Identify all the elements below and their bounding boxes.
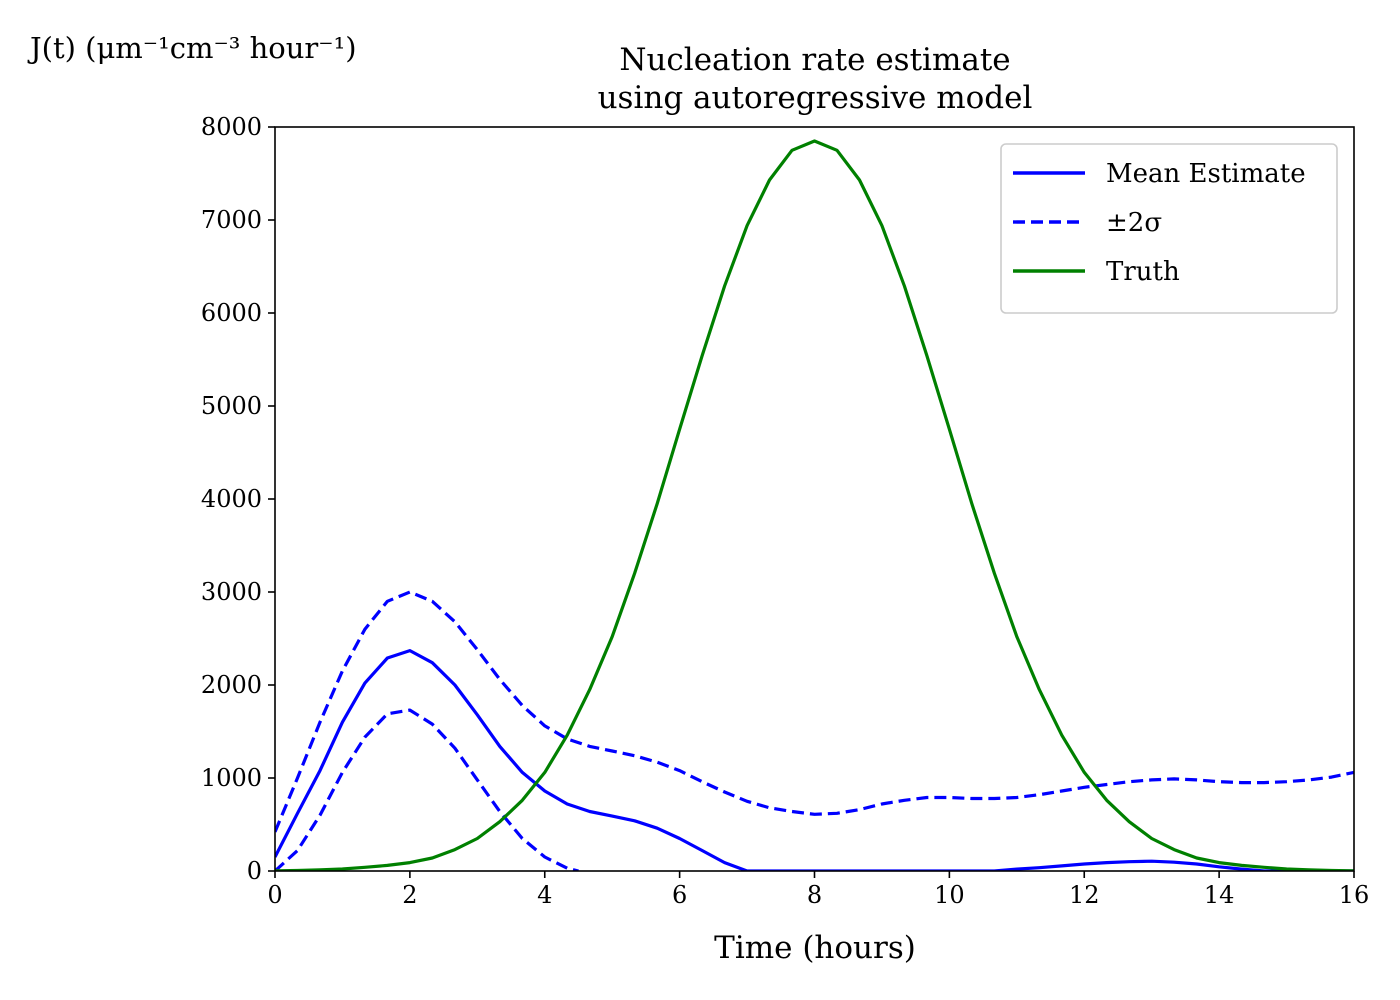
x-axis-label: Time (hours) — [714, 930, 916, 966]
legend-label: Truth — [1106, 257, 1180, 287]
x-tick-label: 8 — [807, 881, 822, 909]
chart-title-line-1: Nucleation rate estimate — [619, 42, 1010, 78]
x-tick-label: 14 — [1204, 881, 1235, 909]
x-tick-label: 12 — [1069, 881, 1100, 909]
y-tick-label: 4000 — [201, 485, 262, 513]
chart-marks — [275, 139, 1354, 871]
x-tick-label: 6 — [672, 881, 687, 909]
y-tick-label: 8000 — [201, 113, 262, 141]
series-line-lower-band-2 — [275, 708, 579, 871]
y-tick-label: 5000 — [201, 392, 262, 420]
series-line-mean-estimate-0 — [275, 648, 1354, 871]
y-tick-label: 2000 — [201, 671, 262, 699]
legend-label: Mean Estimate — [1106, 159, 1306, 189]
series-line-truth-3 — [275, 139, 1354, 871]
legend: Mean Estimate ±2σ Truth — [1000, 143, 1338, 314]
y-tick-label: 7000 — [201, 206, 262, 234]
x-tick-label: 2 — [402, 881, 417, 909]
x-tick-label: 4 — [537, 881, 552, 909]
x-tick-label: 0 — [267, 881, 282, 909]
y-tick-label: 1000 — [201, 764, 262, 792]
chart-axes: 0 2 4 6 8 10 12 14 16 0 1000 2000 3000 4000 5000 6000 70… — [201, 113, 1369, 909]
series-line-2-1 — [275, 590, 1354, 833]
chart-title-line-2: using autoregressive model — [598, 80, 1033, 116]
y-tick-label: 0 — [247, 857, 262, 885]
y-tick-label: 6000 — [201, 299, 262, 327]
x-tick-label: 10 — [934, 881, 965, 909]
y-axis-label: J(t) (μm⁻¹cm⁻³ hour⁻¹) — [27, 31, 357, 65]
chart-labels: Nucleation rate estimate using autoregre… — [27, 31, 1032, 966]
y-tick-label: 3000 — [201, 578, 262, 606]
x-tick-label: 16 — [1339, 881, 1370, 909]
legend-label: ±2σ — [1106, 208, 1162, 238]
